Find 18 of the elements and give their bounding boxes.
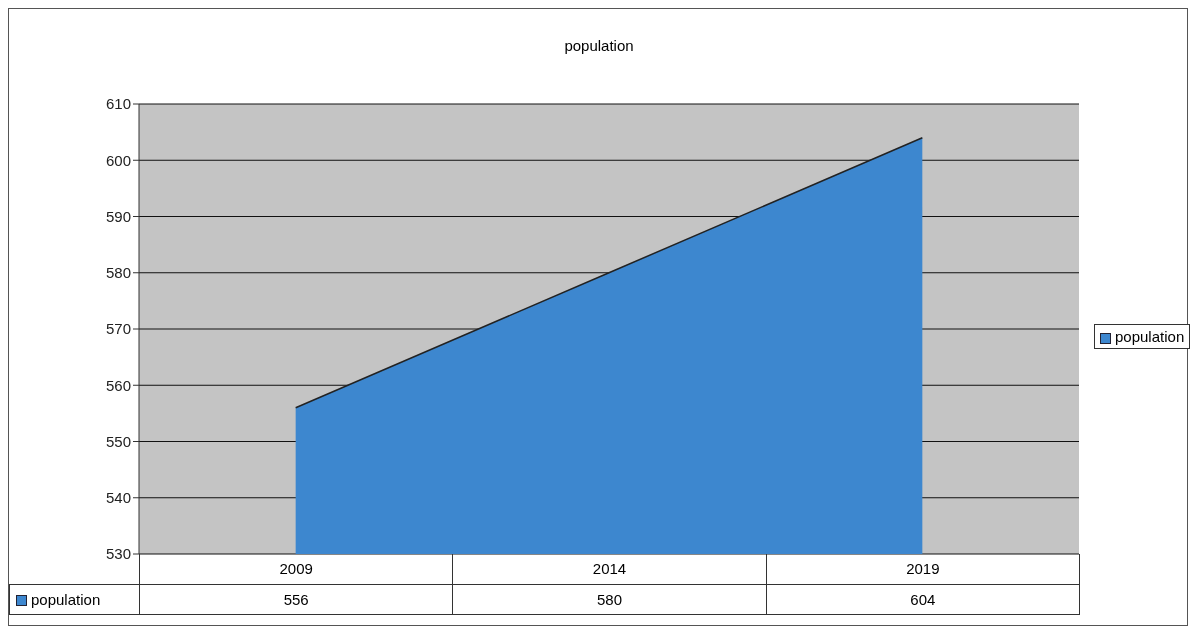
legend-label: population <box>1114 328 1185 345</box>
chart-title: population <box>563 37 635 54</box>
text: population <box>31 590 101 608</box>
y-tick-label: 600 <box>105 151 131 169</box>
data-label: 580 <box>452 584 767 614</box>
y-tick-label: 560 <box>105 376 131 394</box>
y-tick-label: 530 <box>105 545 131 563</box>
data-label: 604 <box>766 584 1080 614</box>
y-tick-label: 610 <box>105 95 131 113</box>
y-tick-label: 570 <box>105 320 131 338</box>
data-label: 556 <box>139 584 453 614</box>
y-tick-label: 580 <box>105 264 131 282</box>
y-tick-label: 590 <box>105 207 131 225</box>
x-tick-label: 2009 <box>139 554 453 584</box>
y-tick-label: 540 <box>105 489 131 507</box>
x-tick-label: 2014 <box>452 554 767 584</box>
x-tick-label: 2019 <box>766 554 1080 584</box>
y-tick-label: 550 <box>105 432 131 450</box>
